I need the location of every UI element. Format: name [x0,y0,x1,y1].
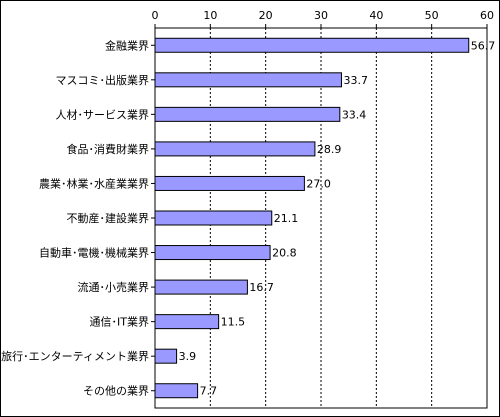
x-tick-label-10: 10 [203,9,217,22]
bar-10 [154,348,178,364]
data-label-10: 3.9 [179,350,197,363]
data-label-5: 27.0 [306,177,331,190]
category-label-1: 金融業界 [105,38,149,52]
data-label-4: 28.9 [317,143,342,156]
x-tick-label-0: 0 [152,9,159,22]
x-tick-label-20: 20 [259,9,273,22]
category-label-8: 流通･小売業界 [78,280,150,294]
data-label-8: 16.7 [249,281,274,294]
data-label-3: 33.4 [342,108,367,121]
bar-8 [154,279,248,295]
data-label-7: 20.8 [272,247,297,260]
data-label-2: 33.7 [343,74,368,87]
category-label-10: 旅行･エンターティメント業界 [1,349,149,363]
category-label-4: 食品･消費財業界 [67,142,150,156]
bar-6 [154,210,273,226]
data-label-9: 11.5 [221,316,246,329]
x-tick-label-40: 40 [369,9,383,22]
bar-11 [154,383,199,399]
category-label-3: 人材･サービス業界 [56,107,150,121]
data-label-11: 7.7 [200,385,218,398]
bar-7 [154,245,271,261]
category-label-7: 自動車･電機･機械業界 [39,246,149,260]
bar-2 [154,72,342,88]
bar-4 [154,141,316,157]
data-label-1: 56.7 [471,39,496,52]
bar-9 [154,314,220,330]
x-tick-label-50: 50 [425,9,439,22]
category-label-11: その他の業界 [83,385,149,398]
x-tick-label-60: 60 [480,9,494,22]
bar-1 [154,37,470,53]
bar-3 [154,106,341,122]
category-label-9: 通信･IT業界 [90,316,149,329]
x-tick-label-30: 30 [314,9,328,22]
category-label-5: 農業･林業･水産業業界 [39,176,149,190]
category-label-2: マスコミ･出版業界 [56,73,150,87]
data-label-6: 21.1 [274,212,299,225]
category-label-6: 不動産･建設業界 [67,211,150,225]
bar-5 [154,175,305,191]
